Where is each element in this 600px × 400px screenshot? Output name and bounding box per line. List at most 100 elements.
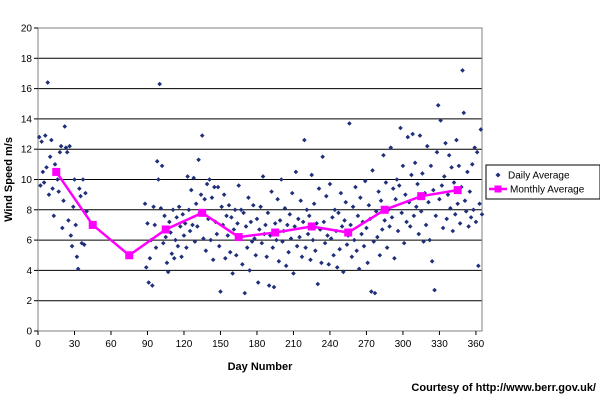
daily-average-point bbox=[373, 209, 379, 214]
daily-average-point bbox=[418, 209, 424, 214]
monthly-average-point bbox=[161, 225, 170, 234]
daily-average-point bbox=[395, 228, 401, 234]
daily-average-point bbox=[66, 218, 71, 223]
daily-average-point bbox=[151, 204, 156, 210]
daily-average-point bbox=[304, 207, 310, 213]
daily-average-point bbox=[428, 163, 434, 169]
daily-average-point bbox=[314, 221, 319, 226]
daily-average-point bbox=[152, 222, 158, 228]
daily-average-point bbox=[405, 134, 411, 140]
daily-average-point bbox=[392, 255, 397, 261]
x-tick-label: 120 bbox=[176, 339, 193, 350]
daily-average-point bbox=[364, 225, 369, 231]
daily-average-point bbox=[382, 218, 387, 223]
daily-average-point bbox=[47, 154, 53, 160]
daily-average-point bbox=[272, 221, 278, 226]
daily-average-point bbox=[154, 159, 160, 164]
daily-average-point bbox=[184, 245, 189, 250]
daily-average-point bbox=[73, 222, 79, 228]
daily-average-point bbox=[229, 215, 234, 220]
daily-average-point bbox=[369, 289, 374, 294]
daily-average-point bbox=[181, 233, 187, 238]
x-tick-label: 210 bbox=[285, 339, 302, 350]
y-axis-ticks: 0 2 4 6 8 10 12 14 16 18 20 bbox=[21, 24, 38, 338]
daily-average-point bbox=[359, 231, 364, 237]
daily-average-point bbox=[143, 265, 149, 270]
daily-average-point bbox=[456, 163, 462, 169]
daily-average-point bbox=[52, 162, 58, 167]
daily-average-series bbox=[36, 68, 485, 296]
daily-average-point bbox=[248, 219, 254, 225]
daily-average-point bbox=[389, 215, 395, 220]
daily-average-point bbox=[195, 224, 200, 229]
daily-average-point bbox=[241, 210, 246, 216]
daily-average-point bbox=[192, 239, 198, 244]
daily-average-point bbox=[460, 68, 465, 73]
daily-average-point bbox=[410, 131, 415, 137]
daily-average-point bbox=[446, 152, 452, 158]
daily-average-point bbox=[444, 216, 450, 222]
daily-average-point bbox=[153, 245, 159, 250]
daily-average-point bbox=[465, 169, 470, 175]
daily-average-point bbox=[191, 175, 197, 181]
daily-average-point bbox=[334, 265, 340, 270]
daily-average-point bbox=[259, 240, 265, 246]
daily-average-point bbox=[438, 118, 443, 123]
daily-average-point bbox=[337, 246, 342, 252]
monthly-average-point bbox=[88, 220, 97, 229]
x-tick-label: 360 bbox=[468, 339, 485, 350]
daily-average-point bbox=[358, 195, 363, 200]
daily-average-point bbox=[476, 263, 481, 269]
daily-average-point bbox=[224, 213, 229, 219]
x-tick-label: 300 bbox=[395, 339, 412, 350]
monthly-average-point bbox=[234, 233, 243, 242]
daily-average-point bbox=[437, 196, 442, 202]
daily-average-point bbox=[325, 233, 330, 238]
daily-average-point bbox=[225, 233, 231, 238]
daily-average-point bbox=[236, 183, 242, 188]
daily-average-point bbox=[344, 242, 350, 247]
monthly-average-point bbox=[344, 228, 353, 237]
daily-average-point bbox=[240, 262, 245, 267]
legend-box bbox=[485, 164, 600, 200]
daily-average-point bbox=[165, 269, 171, 275]
daily-average-point bbox=[420, 171, 425, 176]
daily-average-point bbox=[370, 168, 375, 173]
daily-average-point bbox=[159, 163, 165, 169]
daily-average-point bbox=[202, 196, 207, 202]
daily-average-point bbox=[215, 184, 221, 190]
daily-average-point bbox=[226, 202, 232, 208]
daily-average-point bbox=[403, 192, 408, 197]
daily-average-point bbox=[196, 157, 201, 163]
daily-average-point bbox=[377, 252, 383, 258]
daily-average-point bbox=[411, 213, 417, 219]
monthly-average-point bbox=[125, 251, 134, 260]
daily-average-point bbox=[49, 137, 54, 143]
daily-average-point bbox=[258, 204, 263, 210]
daily-average-point bbox=[394, 177, 400, 182]
daily-average-point bbox=[439, 183, 445, 188]
daily-average-point bbox=[292, 224, 297, 229]
daily-average-point bbox=[440, 225, 446, 231]
monthly-average-markers bbox=[52, 167, 462, 260]
daily-average-point bbox=[452, 212, 458, 217]
daily-average-point bbox=[69, 243, 75, 249]
daily-average-point bbox=[468, 215, 474, 220]
monthly-average-line bbox=[55, 171, 458, 257]
y-tick-label: 8 bbox=[26, 205, 32, 216]
daily-average-point bbox=[311, 201, 317, 207]
daily-average-point bbox=[257, 227, 262, 232]
daily-average-point bbox=[327, 181, 333, 187]
daily-average-point bbox=[40, 169, 46, 175]
daily-average-point bbox=[309, 172, 314, 178]
daily-average-point bbox=[169, 251, 175, 257]
daily-average-point bbox=[42, 133, 48, 138]
daily-average-point bbox=[72, 177, 77, 182]
daily-average-point bbox=[310, 237, 316, 243]
daily-average-point bbox=[298, 198, 304, 204]
daily-average-point bbox=[463, 209, 469, 214]
daily-average-point bbox=[231, 227, 237, 232]
monthly-average-point bbox=[52, 167, 61, 176]
daily-average-point bbox=[450, 228, 456, 234]
